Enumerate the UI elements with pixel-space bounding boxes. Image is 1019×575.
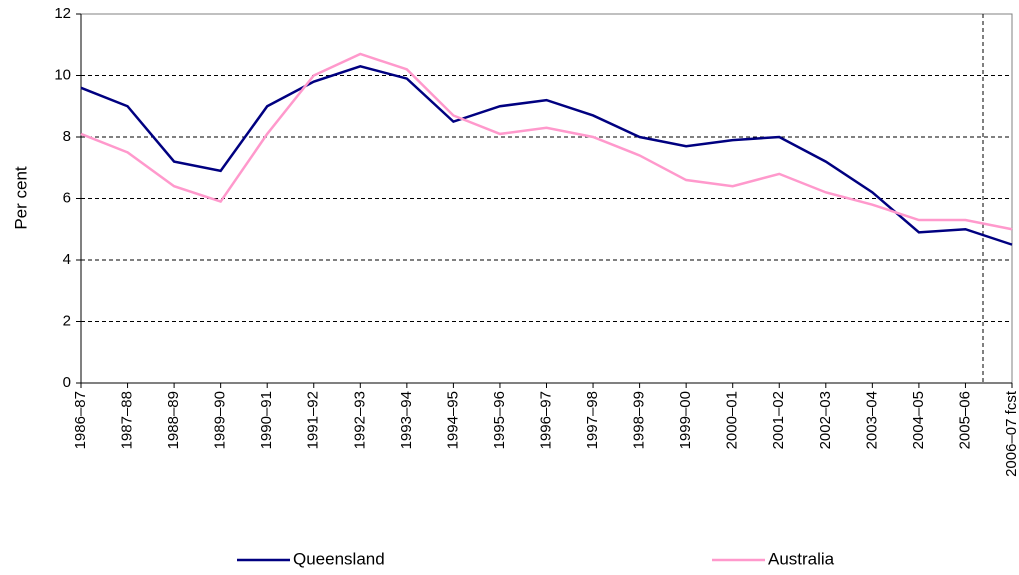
y-tick-label: 4 <box>63 251 71 268</box>
x-tick-label: 1999–00 <box>677 391 694 449</box>
y-tick-label: 8 <box>63 128 71 145</box>
legend-label: Australia <box>768 549 835 568</box>
x-tick-label: 1986–87 <box>72 391 89 449</box>
x-tick-label: 2003–04 <box>863 391 880 449</box>
legend-label: Queensland <box>293 549 385 568</box>
x-tick-label: 1991–92 <box>305 391 322 449</box>
series-line <box>80 64 1013 246</box>
y-tick-label: 10 <box>54 66 71 83</box>
x-tick-label: 1997–98 <box>584 391 601 449</box>
y-tick-label: 0 <box>63 374 71 391</box>
x-tick-label: 1987–88 <box>119 391 136 449</box>
x-tick-label: 1989–90 <box>212 391 229 449</box>
x-tick-label: 2005–06 <box>956 391 973 449</box>
y-tick-label: 2 <box>63 312 71 329</box>
x-tick-label: 1994–95 <box>444 391 461 449</box>
series-line <box>80 52 1013 231</box>
y-tick-label: 6 <box>63 189 71 206</box>
x-tick-label: 1988–89 <box>165 391 182 449</box>
x-tick-label: 1993–94 <box>398 391 415 449</box>
x-tick-label: 2002–03 <box>817 391 834 449</box>
x-tick-label: 2000–01 <box>724 391 741 449</box>
x-tick-label: 1998–99 <box>631 391 648 449</box>
x-tick-label: 1995–96 <box>491 391 508 449</box>
x-tick-label: 1996–97 <box>537 391 554 449</box>
x-tick-label: 2006–07 fcst <box>1003 390 1019 477</box>
y-axis-label: Per cent <box>11 166 30 230</box>
x-tick-label: 2001–02 <box>770 391 787 449</box>
x-tick-label: 1990–91 <box>258 391 275 449</box>
x-tick-label: 1992–93 <box>351 391 368 449</box>
x-tick-label: 2004–05 <box>910 391 927 449</box>
y-tick-label: 12 <box>54 5 71 22</box>
